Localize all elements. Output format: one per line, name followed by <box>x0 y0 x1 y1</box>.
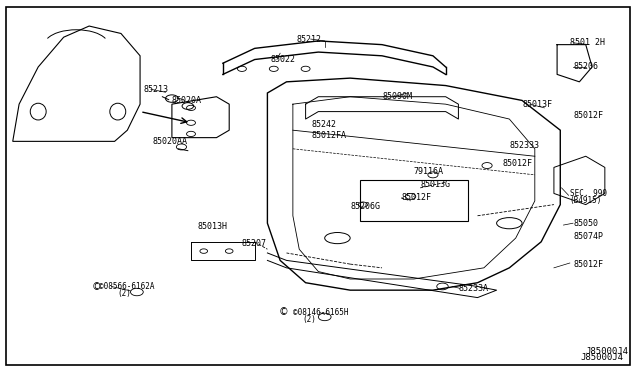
Text: 85013H: 85013H <box>197 222 227 231</box>
Text: J85000J4: J85000J4 <box>581 353 624 362</box>
Text: 8501 2H: 8501 2H <box>570 38 605 47</box>
Text: J85000J4: J85000J4 <box>586 347 628 356</box>
Text: ©08146-6165H: ©08146-6165H <box>293 308 348 317</box>
Text: 852333: 852333 <box>509 141 540 150</box>
Text: 85206G: 85206G <box>350 202 380 211</box>
Text: 85013F: 85013F <box>522 100 552 109</box>
Text: 85050: 85050 <box>573 219 598 228</box>
Text: 85012F: 85012F <box>503 159 533 168</box>
Text: 85213: 85213 <box>143 85 168 94</box>
Text: 85013G: 85013G <box>420 180 450 189</box>
Text: ©: © <box>92 282 102 292</box>
Text: SEC. 990: SEC. 990 <box>570 189 607 198</box>
Text: 79116A: 79116A <box>414 167 444 176</box>
Text: 85012F: 85012F <box>401 193 431 202</box>
Text: 85207: 85207 <box>242 239 267 248</box>
Text: 85212: 85212 <box>296 35 321 44</box>
Text: ©08566-6162A: ©08566-6162A <box>99 282 154 291</box>
Text: 85090M: 85090M <box>382 92 412 101</box>
Text: (B4915): (B4915) <box>570 196 602 205</box>
Text: (2): (2) <box>303 315 316 324</box>
Text: 85012F: 85012F <box>573 260 603 269</box>
Text: 85242: 85242 <box>312 120 337 129</box>
Text: 85020A: 85020A <box>172 96 202 105</box>
Text: (2): (2) <box>118 289 132 298</box>
Text: 85233A: 85233A <box>458 284 488 293</box>
Text: 85020AA: 85020AA <box>153 137 188 146</box>
Text: 85012FA: 85012FA <box>312 131 347 140</box>
Text: 85022: 85022 <box>271 55 296 64</box>
Text: 85206: 85206 <box>573 62 598 71</box>
Text: ©: © <box>278 308 288 317</box>
Text: 85012F: 85012F <box>573 111 603 120</box>
Text: 85074P: 85074P <box>573 232 603 241</box>
